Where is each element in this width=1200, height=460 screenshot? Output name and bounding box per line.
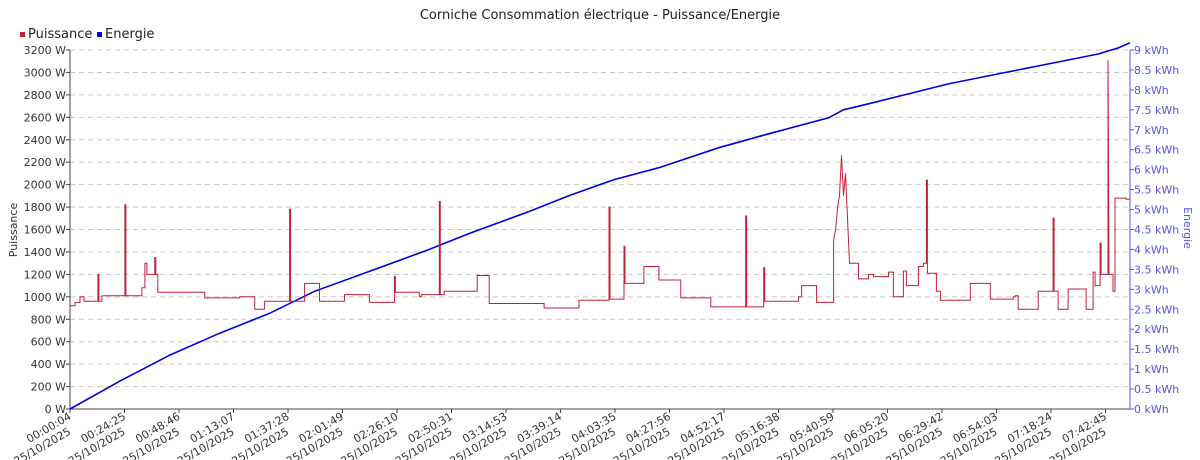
right-tick-label: 6.5 kWh <box>1134 144 1179 157</box>
grid-lines <box>70 49 1130 388</box>
left-tick-label: 1400 W <box>24 246 66 259</box>
right-tick-label: 5.5 kWh <box>1134 184 1179 197</box>
right-tick-label: 7.5 kWh <box>1134 104 1179 117</box>
legend: Puissance Energie <box>20 27 154 42</box>
right-tick-label: 6 kWh <box>1134 164 1169 177</box>
left-tick-label: 200 W <box>31 381 66 394</box>
legend-label-energie: Energie <box>105 27 154 42</box>
right-tick-label: 2.5 kWh <box>1134 303 1179 316</box>
right-tick-label: 1.5 kWh <box>1134 343 1179 356</box>
legend-swatch-energie <box>97 32 102 37</box>
right-tick-label: 3 kWh <box>1134 283 1169 296</box>
right-tick-label: 3.5 kWh <box>1134 263 1179 276</box>
left-tick-label: 1200 W <box>24 268 66 281</box>
left-tick-label: 2000 W <box>24 179 66 192</box>
chart-title: Corniche Consommation électrique - Puiss… <box>420 8 780 23</box>
left-tick-label: 400 W <box>31 358 66 371</box>
left-tick-label: 600 W <box>31 336 66 349</box>
right-tick-label: 2 kWh <box>1134 323 1169 336</box>
left-tick-label: 1000 W <box>24 291 66 304</box>
right-tick-label: 4 kWh <box>1134 243 1169 256</box>
left-tick-label: 3000 W <box>24 66 66 79</box>
right-tick-label: 9 kWh <box>1134 44 1169 57</box>
left-tick-label: 2600 W <box>24 111 66 124</box>
left-tick-label: 0 W <box>45 403 66 416</box>
left-tick-label: 2400 W <box>24 134 66 147</box>
right-tick-label: 0.5 kWh <box>1134 383 1179 396</box>
left-tick-label: 800 W <box>31 313 66 326</box>
series-energie-line <box>69 42 1131 410</box>
left-tick-label: 2200 W <box>24 156 66 169</box>
y2-axis-label: Energie <box>1181 207 1194 249</box>
left-tick-label: 1800 W <box>24 201 66 214</box>
left-tick-label: 1600 W <box>24 224 66 237</box>
right-tick-label: 8 kWh <box>1134 84 1169 97</box>
right-tick-label: 5 kWh <box>1134 204 1169 217</box>
right-tick-label: 1 kWh <box>1134 363 1169 376</box>
left-tick-label: 2800 W <box>24 89 66 102</box>
legend-label-puissance: Puissance <box>28 27 92 42</box>
right-tick-label: 7 kWh <box>1134 124 1169 137</box>
right-tick-label: 4.5 kWh <box>1134 224 1179 237</box>
right-axis-ticks: 0 kWh 0.5 kWh 1 kWh 1.5 kWh 2 kWh 2.5 kWh 3 kW… <box>1130 44 1179 416</box>
left-axis-ticks: 0 W 200 W 400 W 600 W 800 W 1000 W 1200 W 1400 … <box>24 44 70 416</box>
legend-swatch-puissance <box>20 32 25 37</box>
series-puissance-line <box>70 60 1131 310</box>
right-tick-label: 0 kWh <box>1134 403 1169 416</box>
y-axis-label: Puissance <box>7 203 20 258</box>
right-tick-label: 8.5 kWh <box>1134 64 1179 77</box>
left-tick-label: 3200 W <box>24 44 66 57</box>
